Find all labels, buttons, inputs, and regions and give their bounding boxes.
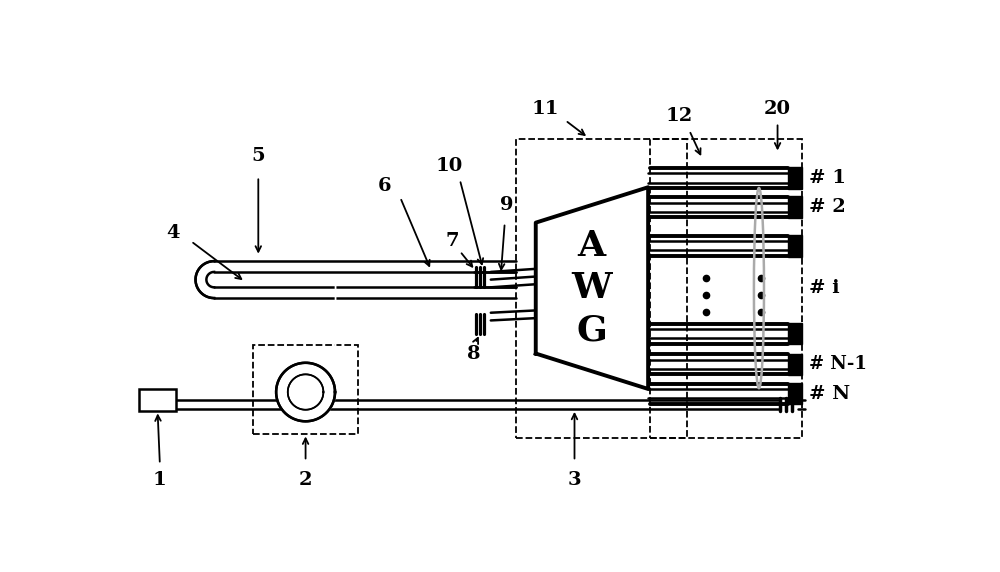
Text: 3: 3 xyxy=(568,471,581,489)
Text: 7: 7 xyxy=(445,232,459,250)
Text: 6: 6 xyxy=(378,177,391,194)
Text: # i: # i xyxy=(809,279,839,297)
Text: 10: 10 xyxy=(435,157,463,176)
Text: 1: 1 xyxy=(153,471,167,489)
Polygon shape xyxy=(196,261,214,298)
Text: 2: 2 xyxy=(299,471,312,489)
Bar xyxy=(788,323,802,344)
Text: 8: 8 xyxy=(467,344,480,363)
Text: 11: 11 xyxy=(531,100,559,118)
Bar xyxy=(788,196,802,218)
Bar xyxy=(516,140,687,438)
Text: 9: 9 xyxy=(500,196,513,214)
Text: # N: # N xyxy=(809,384,850,403)
Text: # 1: # 1 xyxy=(809,169,846,187)
Polygon shape xyxy=(536,187,648,389)
Bar xyxy=(788,235,802,256)
Text: 4: 4 xyxy=(166,224,180,243)
Bar xyxy=(253,345,358,434)
Text: # 2: # 2 xyxy=(809,198,845,216)
Polygon shape xyxy=(276,363,335,422)
Text: 20: 20 xyxy=(764,100,791,118)
Text: 5: 5 xyxy=(251,148,265,165)
Bar xyxy=(788,383,802,404)
Bar xyxy=(650,140,802,438)
Bar xyxy=(139,389,176,411)
Bar xyxy=(788,167,802,189)
Text: # N-1: # N-1 xyxy=(809,355,866,374)
Text: 12: 12 xyxy=(666,108,693,125)
Text: A
W
G: A W G xyxy=(571,229,612,347)
Bar xyxy=(788,353,802,375)
